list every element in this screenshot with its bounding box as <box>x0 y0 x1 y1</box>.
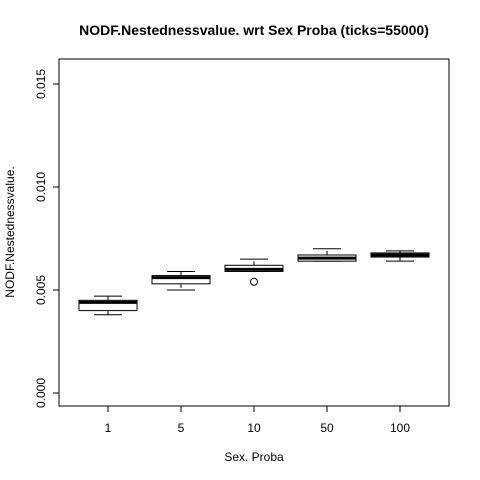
y-tick-label: 0.000 <box>34 378 48 408</box>
box-50 <box>297 248 357 262</box>
y-tick-label: 0.010 <box>34 172 48 202</box>
iqr-box <box>78 299 138 312</box>
y-axis: 0.000 0.005 0.010 0.015 <box>34 69 59 408</box>
box-1 <box>78 295 138 316</box>
x-tick-label: 100 <box>390 421 410 435</box>
x-tick-label: 5 <box>178 421 185 435</box>
y-tick-label: 0.005 <box>34 275 48 305</box>
x-tick-label: 1 <box>105 421 112 435</box>
y-tick-label: 0.015 <box>34 69 48 99</box>
outlier-point <box>250 277 258 286</box>
x-axis: 1 5 10 50 100 <box>105 406 410 435</box>
box-10 <box>224 258 284 286</box>
x-tick-label: 10 <box>247 421 261 435</box>
y-axis-label: NODF.Nestednessvalue. <box>3 166 17 297</box>
boxes-group <box>78 248 430 316</box>
x-tick-label: 50 <box>320 421 334 435</box>
box-100 <box>370 250 430 262</box>
plot-frame <box>58 58 450 407</box>
x-axis-label: Sex. Proba <box>224 450 284 464</box>
iqr-box <box>151 275 211 285</box>
box-5 <box>151 270 211 291</box>
chart-title: NODF.Nestednessvalue. wrt Sex Proba (tic… <box>79 22 429 38</box>
